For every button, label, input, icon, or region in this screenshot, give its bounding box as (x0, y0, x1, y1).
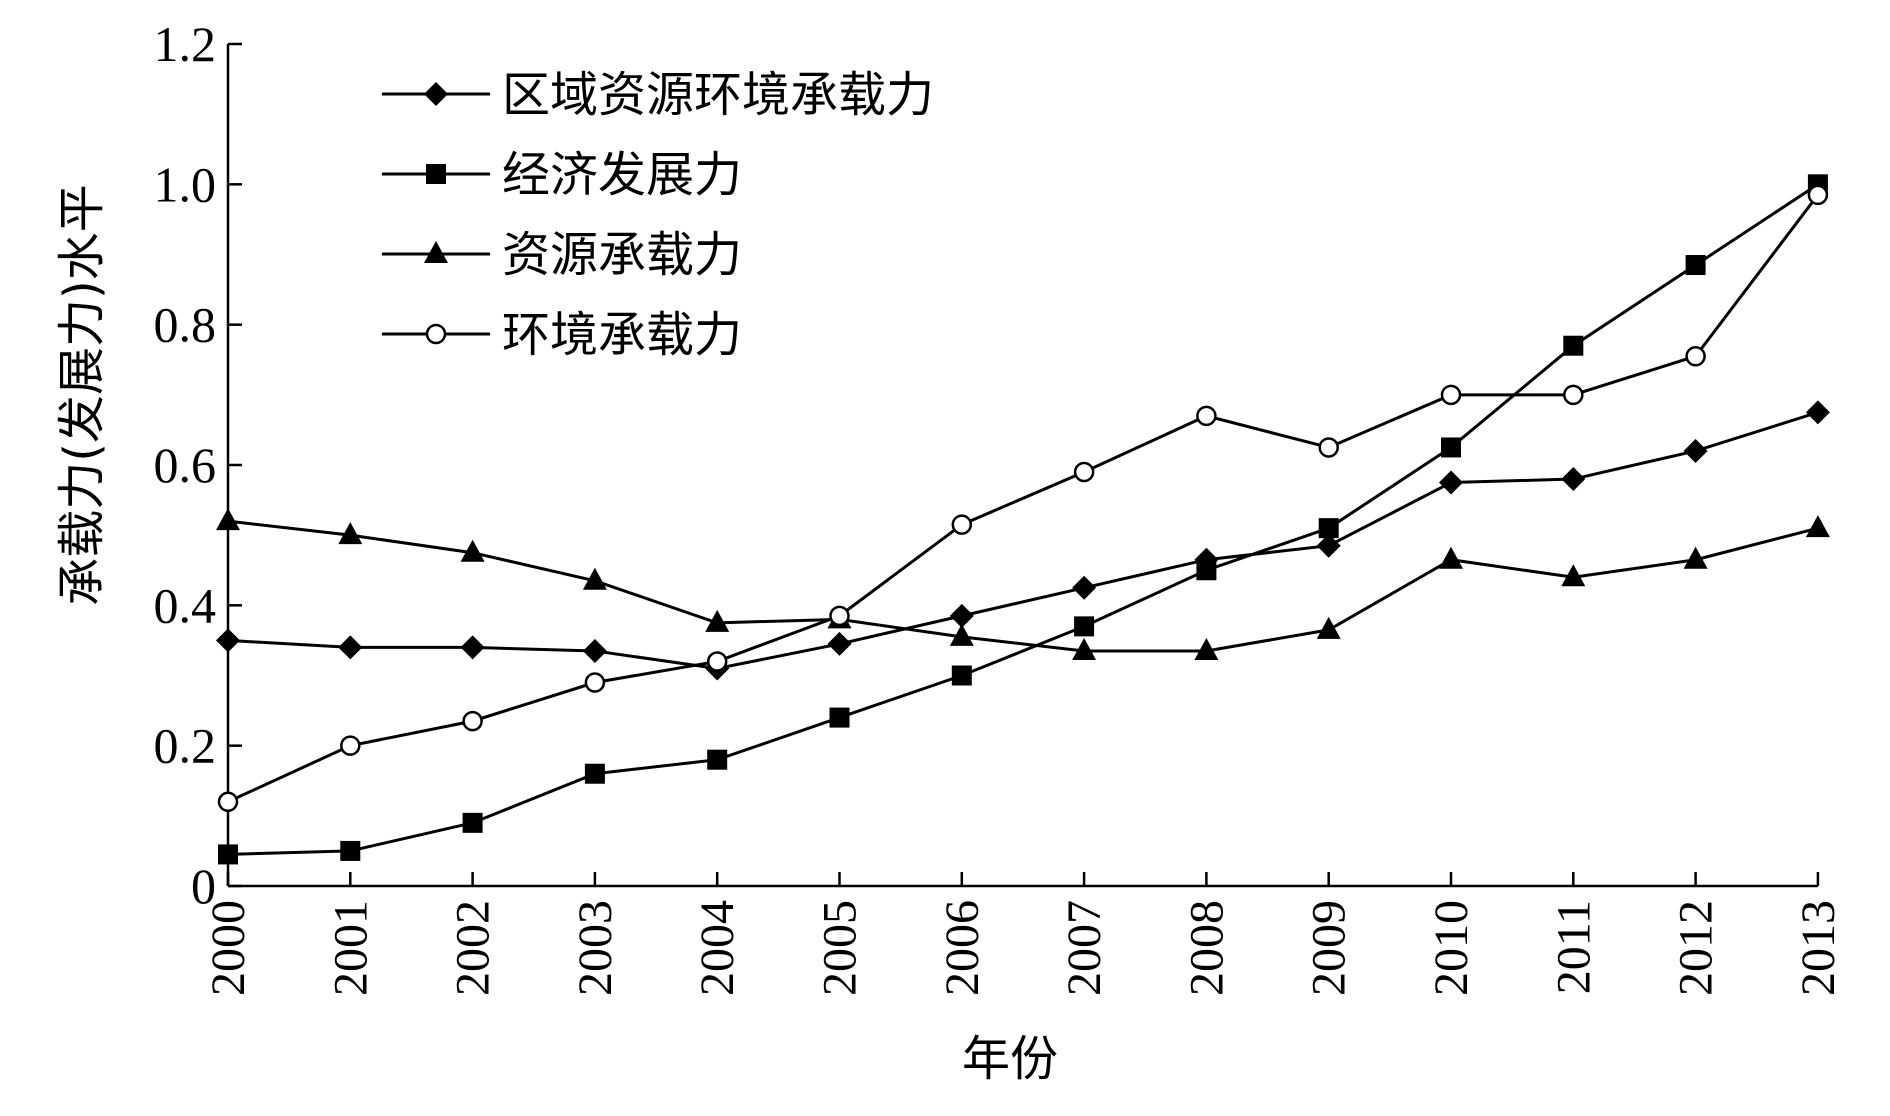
data-point (462, 812, 483, 833)
data-point (216, 508, 240, 531)
data-point (707, 749, 728, 770)
legend-label: 环境承载力 (502, 307, 742, 363)
data-point (1073, 461, 1095, 483)
data-point (951, 514, 973, 535)
data-point (460, 539, 485, 562)
data-point (827, 631, 852, 656)
series-square (218, 174, 1828, 865)
data-point (706, 651, 728, 672)
data-point (1440, 384, 1462, 406)
data-point (829, 605, 850, 627)
y-tick-label: 1.0 (154, 156, 217, 212)
data-point (1683, 546, 1708, 569)
data-point (1316, 616, 1341, 639)
data-point (582, 567, 607, 590)
legend-item: 区域资源环境承载力 (382, 67, 934, 123)
data-point (1563, 384, 1584, 406)
y-tick-label: 0.2 (154, 718, 217, 774)
data-point (1439, 546, 1463, 569)
legend-item: 经济发展力 (382, 147, 742, 203)
data-point (1072, 575, 1097, 600)
data-point (460, 635, 485, 660)
x-tick-label: 2005 (814, 900, 867, 996)
data-point (217, 791, 239, 813)
series-circle-open (217, 184, 1829, 813)
legend-marker (424, 241, 448, 263)
series-line (227, 193, 1820, 804)
y-axis-title: 承载力(发展力)水平 (54, 184, 110, 605)
x-tick-label: 2011 (1547, 900, 1600, 994)
data-point (582, 638, 607, 663)
x-tick-label: 2007 (1058, 900, 1111, 996)
data-point (1318, 437, 1339, 458)
data-point (1441, 437, 1461, 458)
data-point (1318, 518, 1339, 539)
x-tick-label: 2013 (1792, 900, 1845, 996)
axes: 0 0.2 0.4 0.6 0.8 1.0 1.2 2000 2001 2002 2003 2004 2… (154, 16, 1845, 996)
data-point (1074, 616, 1095, 637)
data-point (1072, 637, 1097, 660)
x-tick-label: 2008 (1180, 900, 1233, 996)
series-triangle (216, 508, 1830, 660)
x-tick-label: 2000 (202, 900, 255, 996)
data-point (949, 603, 974, 628)
data-point (338, 635, 363, 660)
data-point (949, 623, 974, 646)
data-point (951, 665, 972, 686)
data-point (338, 522, 363, 545)
legend-label: 经济发展力 (502, 147, 742, 203)
x-tick-label: 2006 (936, 900, 989, 996)
data-point (705, 609, 730, 632)
y-tick-label: 0 (191, 858, 216, 914)
legend-marker (424, 82, 448, 106)
y-tick-label: 0.4 (154, 577, 217, 633)
legend-item: 环境承载力 (382, 307, 742, 363)
x-axis-title: 年份 (962, 1031, 1058, 1087)
data-point (1561, 467, 1586, 492)
legend-label: 区域资源环境承载力 (502, 67, 934, 123)
data-point (584, 672, 606, 693)
legend-marker (425, 323, 447, 345)
data-point (1196, 560, 1217, 581)
x-tick-label: 2001 (324, 900, 377, 996)
series-group (216, 174, 1830, 865)
x-tick-label: 2002 (447, 900, 500, 996)
x-tick-label: 2004 (691, 900, 744, 996)
data-point (218, 844, 238, 865)
legend-label: 资源承载力 (502, 227, 742, 283)
data-point (1683, 438, 1708, 463)
data-point (1316, 533, 1341, 558)
data-point (1439, 470, 1463, 495)
data-point (1196, 405, 1217, 427)
data-point (462, 710, 483, 732)
data-point (1685, 255, 1706, 276)
data-point (1685, 345, 1706, 367)
y-tick-label: 0.8 (154, 297, 217, 353)
legend-marker (426, 164, 446, 184)
series-diamond (216, 400, 1830, 681)
data-point (1563, 335, 1584, 356)
x-tick-label: 2003 (569, 900, 622, 996)
x-tick-label: 2009 (1303, 900, 1356, 996)
data-point (340, 735, 361, 756)
y-tick-label: 1.2 (154, 16, 217, 72)
data-point (1561, 564, 1586, 587)
series-line (227, 519, 1819, 653)
series-line (227, 183, 1819, 856)
data-point (1194, 637, 1219, 660)
data-point (216, 628, 240, 653)
data-point (1807, 184, 1829, 206)
x-tick-label: 2010 (1425, 900, 1478, 996)
data-point (1805, 515, 1830, 538)
series-line (227, 410, 1819, 671)
data-point (340, 840, 361, 861)
y-tick-label: 0.6 (154, 437, 217, 493)
data-point (1805, 400, 1830, 425)
legend-item: 资源承载力 (382, 227, 742, 283)
data-point (829, 707, 850, 728)
data-point (584, 763, 605, 784)
x-tick-label: 2012 (1670, 900, 1723, 996)
